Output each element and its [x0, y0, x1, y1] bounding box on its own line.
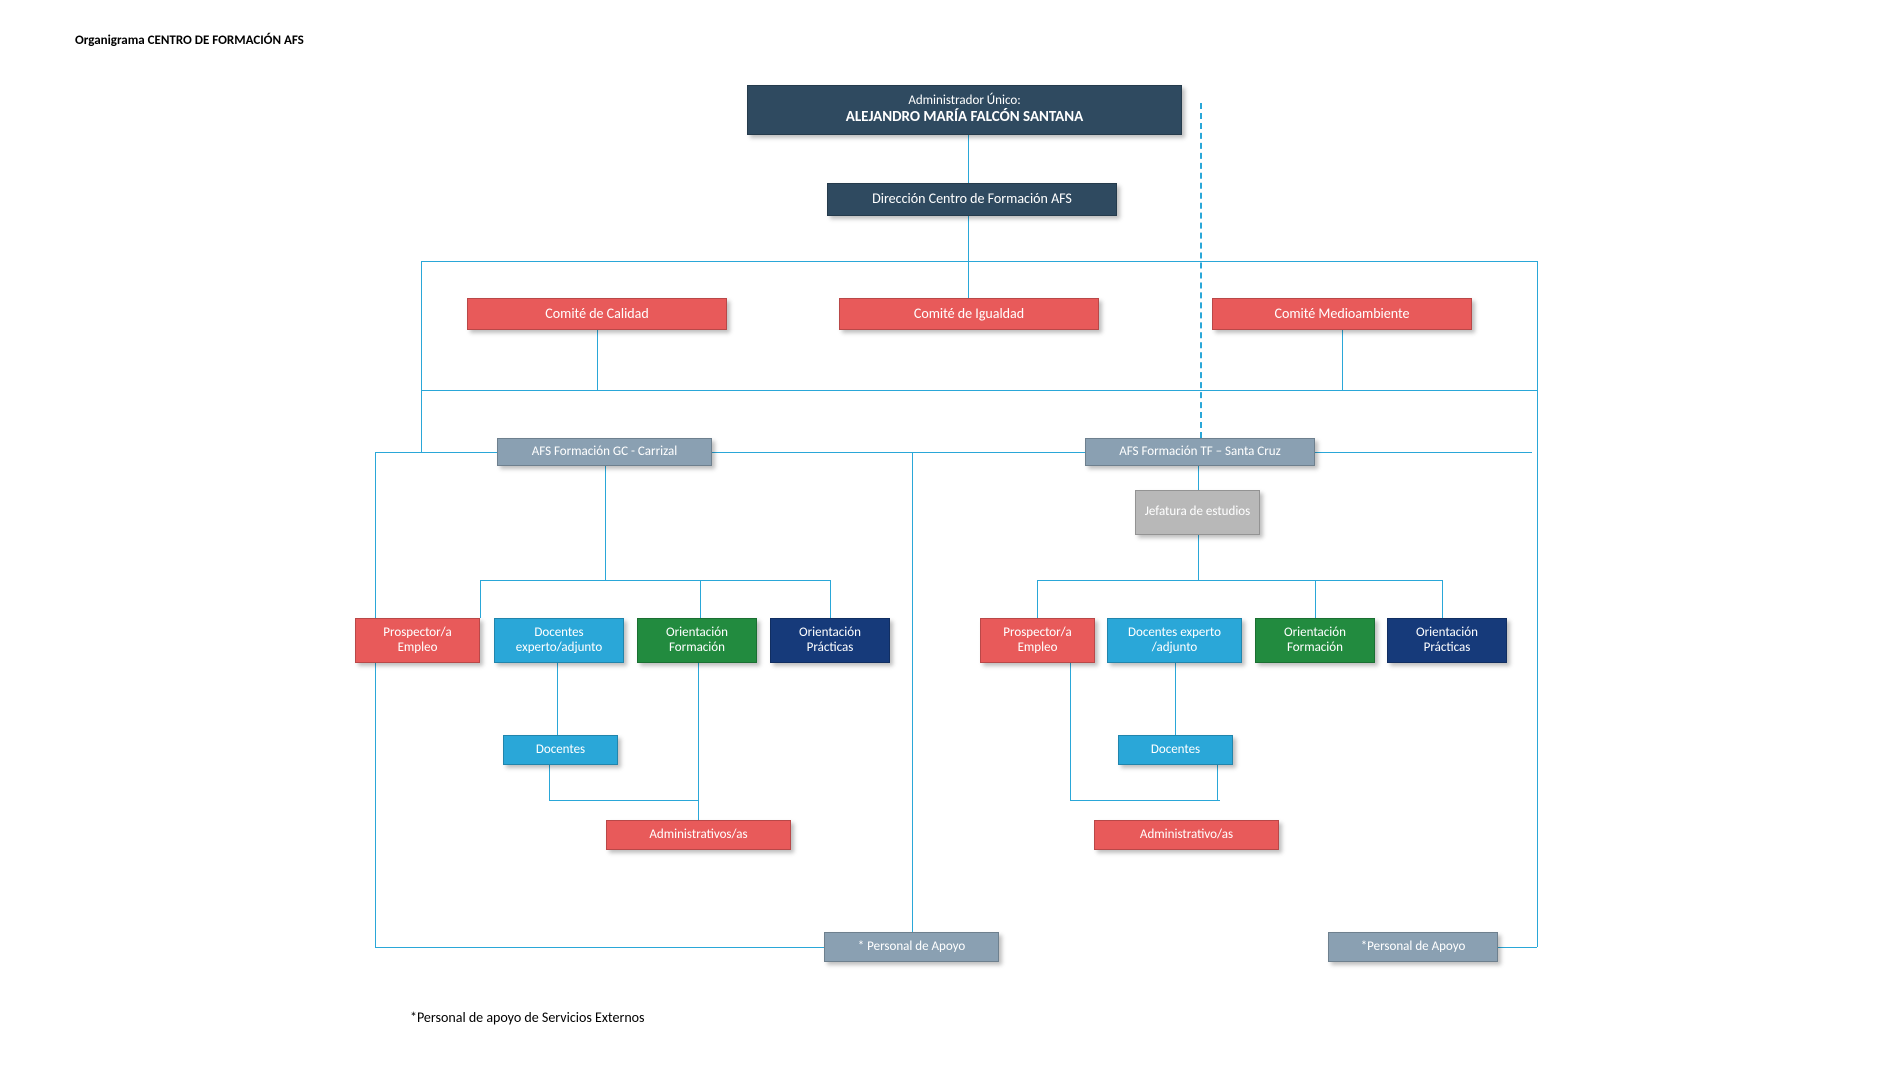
node-subtitle: Administrador Único:: [908, 94, 1020, 109]
node-admin: Administrador Único:ALEJANDRO MARÍA FALC…: [747, 85, 1182, 135]
node-label: Docentes experto /adjunto: [1116, 626, 1233, 656]
node-medioambiente: Comité Medioambiente: [1212, 298, 1472, 330]
node-tf_doc_exp: Docentes experto /adjunto: [1107, 618, 1242, 663]
connector-line: [605, 466, 606, 580]
connector-line: [1537, 261, 1538, 391]
connector-line: [700, 580, 701, 618]
node-label: Docentes: [1151, 743, 1200, 758]
node-label: Orientación Formación: [1264, 626, 1366, 656]
connector-line: [1070, 663, 1071, 800]
connector-line: [1442, 580, 1443, 618]
node-igualdad: Comité de Igualdad: [839, 298, 1099, 330]
connector-line: [375, 947, 824, 948]
connector-line: [597, 330, 598, 390]
connector-line: [912, 452, 913, 932]
connector-line: [480, 580, 830, 581]
dashed-connector: [1200, 103, 1202, 438]
connector-line: [830, 580, 831, 618]
node-label: AFS Formación GC - Carrizal: [532, 445, 677, 460]
node-tf_admin: Administrativo/as: [1094, 820, 1279, 850]
node-tf_orient_prac: Orientación Prácticas: [1387, 618, 1507, 663]
connector-line: [375, 452, 376, 947]
connector-line: [1198, 466, 1199, 490]
node-tf: AFS Formación TF – Santa Cruz: [1085, 438, 1315, 466]
node-gc_orient_form: Orientación Formación: [637, 618, 757, 663]
connector-line: [698, 663, 699, 820]
node-label: Docentes experto/adjunto: [503, 626, 615, 656]
connector-line: [480, 580, 481, 618]
node-label: Comité Medioambiente: [1275, 306, 1410, 322]
connector-line: [1037, 580, 1442, 581]
node-gc_prosp: Prospector/a Empleo: [355, 618, 480, 663]
node-gc_apoyo: * Personal de Apoyo: [824, 932, 999, 962]
node-gc: AFS Formación GC - Carrizal: [497, 438, 712, 466]
connector-line: [968, 261, 969, 298]
connector-line: [549, 765, 550, 800]
page-title: Organigrama CENTRO DE FORMACIÓN AFS: [75, 33, 304, 48]
node-tf_orient_form: Orientación Formación: [1255, 618, 1375, 663]
connector-line: [1315, 580, 1316, 618]
connector-line: [968, 135, 969, 183]
node-tf_apoyo: *Personal de Apoyo: [1328, 932, 1498, 962]
node-gc_orient_prac: Orientación Prácticas: [770, 618, 890, 663]
node-calidad: Comité de Calidad: [467, 298, 727, 330]
node-tf_prosp: Prospector/a Empleo: [980, 618, 1095, 663]
node-label: Prospector/a Empleo: [989, 626, 1086, 656]
connector-line: [375, 452, 497, 453]
node-label: Comité de Calidad: [545, 306, 648, 322]
node-label: Orientación Prácticas: [779, 626, 881, 656]
connector-line: [421, 390, 422, 452]
connector-line: [968, 216, 969, 261]
connector-line: [1070, 800, 1220, 801]
node-label: Orientación Formación: [646, 626, 748, 656]
node-label: Comité de Igualdad: [914, 306, 1024, 322]
node-gc_admin: Administrativos/as: [606, 820, 791, 850]
node-gc_doc_exp: Docentes experto/adjunto: [494, 618, 624, 663]
node-jefatura: Jefatura de estudios: [1135, 490, 1260, 535]
footnote: *Personal de apoyo de Servicios Externos: [410, 1009, 645, 1026]
node-tf_docentes: Docentes: [1118, 735, 1233, 765]
node-label: * Personal de Apoyo: [858, 940, 966, 955]
node-label: Docentes: [536, 743, 585, 758]
node-label: AFS Formación TF – Santa Cruz: [1119, 445, 1280, 460]
node-direccion: Dirección Centro de Formación AFS: [827, 183, 1117, 216]
node-label: Orientación Prácticas: [1396, 626, 1498, 656]
connector-line: [421, 261, 422, 391]
connector-line: [549, 800, 699, 801]
node-label: Prospector/a Empleo: [364, 626, 471, 656]
node-label: Jefatura de estudios: [1145, 505, 1251, 520]
connector-line: [421, 261, 1537, 262]
node-label: Dirección Centro de Formación AFS: [872, 191, 1072, 207]
node-gc_docentes: Docentes: [503, 735, 618, 765]
node-label: Administrativo/as: [1140, 828, 1233, 843]
connector-line: [557, 663, 558, 735]
connector-line: [1342, 330, 1343, 390]
connector-line: [1498, 947, 1537, 948]
connector-line: [421, 390, 1537, 391]
connector-line: [1198, 535, 1199, 580]
connector-line: [1175, 663, 1176, 735]
connector-line: [1037, 580, 1038, 618]
node-label: *Personal de Apoyo: [1361, 940, 1466, 955]
node-label: ALEJANDRO MARÍA FALCÓN SANTANA: [846, 109, 1083, 126]
connector-line: [1217, 765, 1218, 800]
connector-line: [1537, 390, 1538, 947]
node-label: Administrativos/as: [649, 828, 747, 843]
